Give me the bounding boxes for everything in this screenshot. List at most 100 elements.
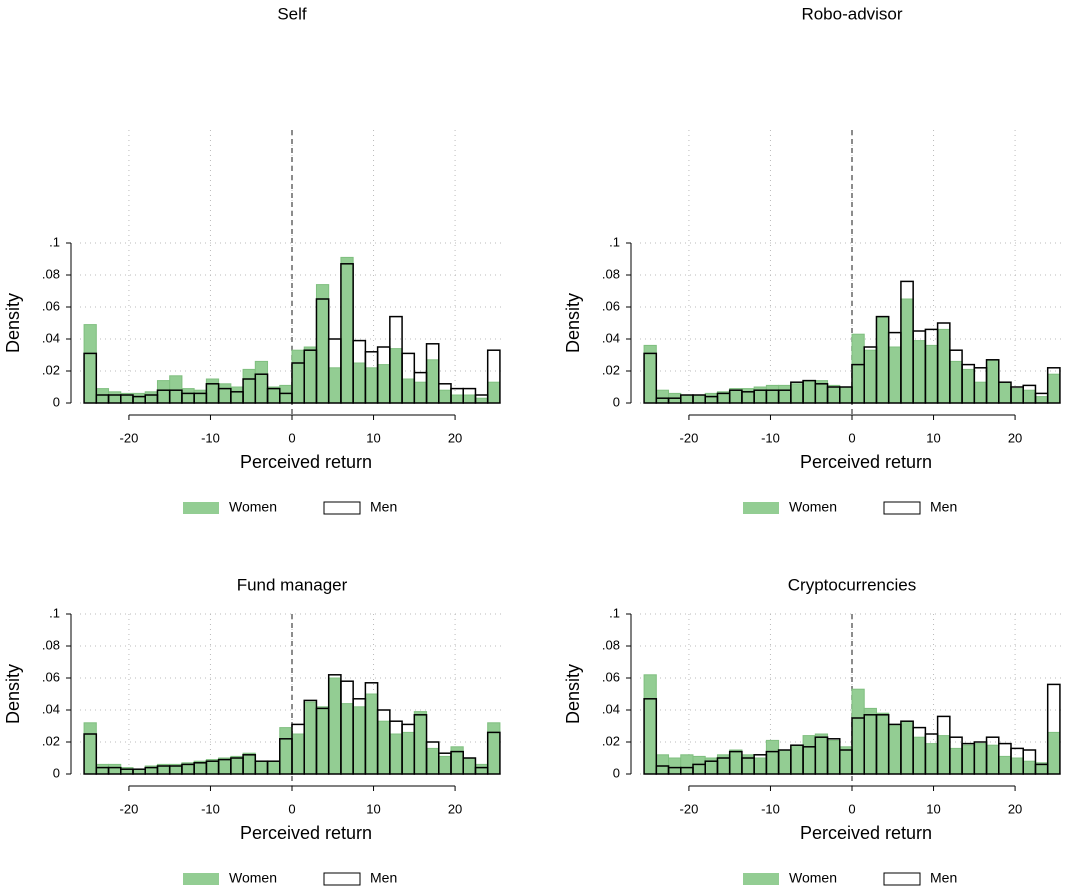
bar	[1034, 396, 1049, 404]
y-tick-label: .1	[609, 605, 620, 620]
bar	[352, 362, 366, 404]
x-tick-label: -10	[761, 430, 780, 445]
bar	[790, 383, 804, 404]
bar	[462, 757, 476, 775]
legend-label: Women	[789, 870, 837, 886]
bar	[643, 352, 658, 404]
bar	[169, 375, 183, 404]
bar	[132, 392, 146, 404]
y-tick-label: .04	[42, 330, 60, 345]
bar	[193, 389, 207, 404]
y-tick-label: .04	[602, 701, 620, 716]
bar	[1010, 388, 1024, 404]
bar	[985, 359, 1000, 404]
x-tick-label: 10	[926, 801, 940, 816]
bar	[973, 381, 988, 404]
y-tick-label: .08	[42, 266, 60, 281]
bar	[487, 381, 501, 404]
bar	[998, 381, 1012, 404]
bar	[401, 731, 415, 775]
bar	[450, 394, 464, 404]
x-tick-label: 10	[366, 430, 380, 445]
y-tick-label: .08	[42, 637, 60, 652]
x-tick-label: 20	[1008, 801, 1022, 816]
bar	[949, 360, 963, 404]
bar	[291, 733, 305, 775]
bar	[1046, 683, 1061, 775]
x-tick-label: -10	[201, 801, 220, 816]
x-tick-label: -20	[680, 430, 699, 445]
panel-title: Robo-advisor	[801, 4, 902, 23]
y-tick-label: .08	[602, 637, 620, 652]
bar	[986, 359, 1000, 404]
bar	[230, 755, 244, 775]
bar	[961, 744, 975, 775]
bar	[108, 391, 122, 404]
bar	[961, 368, 975, 404]
bar	[413, 381, 428, 404]
x-tick-label: -10	[201, 430, 220, 445]
y-tick-label: .02	[602, 733, 620, 748]
bar	[912, 736, 926, 775]
bar	[340, 263, 354, 404]
x-tick-label: -20	[120, 801, 139, 816]
legend-swatch	[743, 502, 779, 514]
bar	[242, 752, 256, 775]
bar	[692, 755, 706, 775]
bar	[790, 744, 804, 775]
legend-label: Women	[229, 499, 277, 515]
y-tick-label: .1	[49, 234, 60, 249]
bar	[315, 284, 330, 404]
bar	[303, 701, 317, 775]
bar	[389, 348, 403, 404]
y-tick-label: .02	[602, 362, 620, 377]
bar	[863, 349, 877, 404]
legend-swatch	[883, 872, 921, 886]
bar	[438, 389, 452, 404]
bar	[1022, 389, 1036, 404]
bar	[704, 392, 718, 404]
bar	[680, 394, 694, 404]
legend-label: Men	[930, 870, 957, 886]
bar	[364, 693, 379, 775]
bar	[315, 706, 330, 775]
bar	[181, 388, 195, 404]
x-tick-label: 20	[448, 801, 462, 816]
y-tick-label: .06	[42, 298, 60, 313]
legend-swatch	[183, 873, 219, 885]
y-tick-label: .1	[49, 605, 60, 620]
bar	[851, 688, 865, 775]
x-tick-label: 0	[848, 430, 855, 445]
bar	[438, 755, 452, 775]
bar	[668, 757, 682, 775]
bar	[900, 298, 914, 404]
bar	[425, 343, 440, 404]
bar	[218, 383, 232, 404]
bar	[487, 722, 501, 775]
bar	[389, 733, 403, 775]
bar	[937, 328, 951, 404]
x-axis-label: Perceived return	[800, 823, 932, 843]
bar	[95, 388, 110, 404]
bar	[267, 386, 281, 404]
bar	[875, 712, 890, 775]
x-tick-label: -10	[761, 801, 780, 816]
bar	[729, 749, 743, 775]
y-tick-label: 0	[53, 765, 60, 780]
bar	[924, 743, 939, 775]
bar	[254, 760, 269, 775]
bar	[986, 744, 1000, 775]
bar	[863, 707, 877, 775]
legend-swatch	[323, 501, 361, 515]
bar	[924, 344, 939, 404]
bar	[401, 378, 415, 404]
panel-title: Self	[277, 4, 307, 23]
bar	[765, 739, 780, 775]
bar	[643, 698, 658, 775]
legend-swatch	[883, 501, 921, 515]
x-axis-label: Perceived return	[240, 823, 372, 843]
bar	[692, 394, 706, 404]
x-tick-label: -20	[680, 801, 699, 816]
y-tick-label: .06	[602, 669, 620, 684]
